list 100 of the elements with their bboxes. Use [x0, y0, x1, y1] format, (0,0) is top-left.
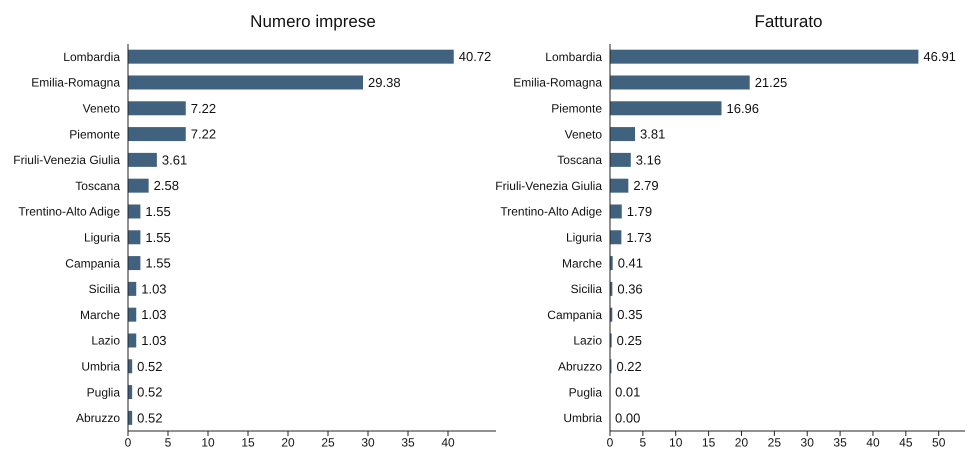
bar — [128, 127, 186, 142]
y-tick-label: Liguria — [566, 230, 602, 244]
bar — [128, 178, 149, 193]
x-tick-label: 20 — [734, 436, 748, 450]
data-label: 0.01 — [615, 384, 640, 400]
data-label: 1.55 — [145, 230, 171, 245]
x-tick-label: 45 — [899, 436, 913, 450]
bar — [128, 282, 136, 296]
bar — [128, 230, 140, 244]
x-tick-label: 25 — [321, 436, 335, 450]
y-tick-label: Emilia-Romagna — [31, 76, 120, 90]
x-tick-label: 30 — [800, 436, 814, 450]
y-tick-label: Friuli-Venezia Giulia — [495, 178, 602, 193]
bar — [610, 75, 750, 90]
data-label: 0.22 — [616, 358, 642, 374]
x-tick-label: 35 — [401, 436, 415, 450]
data-label: 0.25 — [616, 332, 642, 348]
y-tick-label: Veneto — [564, 127, 602, 142]
bar — [128, 101, 186, 116]
data-label: 7.22 — [190, 126, 216, 142]
y-tick-label: Puglia — [86, 385, 120, 400]
x-tick-label: 20 — [281, 436, 295, 450]
data-label: 1.03 — [141, 281, 167, 296]
x-tick-label: 15 — [241, 436, 255, 450]
y-tick-label: Toscana — [75, 178, 120, 193]
bar — [610, 101, 722, 116]
x-tick-label: 0 — [606, 436, 614, 450]
y-tick-label: Abruzzo — [558, 360, 602, 374]
y-tick-label: Abruzzo — [76, 411, 120, 426]
x-tick-label: 0 — [124, 436, 132, 450]
data-label: 7.22 — [190, 100, 216, 116]
x-tick-label: 10 — [201, 436, 215, 450]
data-label: 21.25 — [754, 74, 788, 90]
bar — [610, 178, 628, 193]
data-label: 2.79 — [633, 178, 659, 194]
y-tick-label: Emilia-Romagna — [513, 76, 602, 90]
bar — [128, 50, 454, 64]
y-tick-label: Campania — [547, 308, 602, 322]
x-tick-label: 35 — [833, 436, 848, 450]
data-label: 0.41 — [618, 256, 644, 271]
bar — [128, 152, 157, 167]
bar — [610, 127, 636, 142]
bar — [128, 308, 136, 322]
x-tick-label: 30 — [361, 436, 375, 450]
x-tick-label: 15 — [702, 436, 716, 450]
bar — [610, 204, 622, 218]
x-tick-label: 50 — [932, 436, 946, 450]
data-label: 1.03 — [141, 332, 167, 348]
y-tick-label: Umbria — [563, 411, 602, 426]
y-tick-label: Sicilia — [570, 282, 602, 296]
y-tick-label: Liguria — [84, 230, 120, 244]
bar — [128, 75, 364, 90]
data-label: 1.55 — [145, 256, 171, 271]
x-tick-label: 10 — [669, 436, 683, 450]
data-label: 40.72 — [458, 49, 492, 64]
y-tick-label: Lombardia — [63, 50, 120, 64]
data-label: 1.03 — [141, 307, 167, 322]
data-label: 0.52 — [137, 358, 162, 374]
bar — [610, 50, 918, 64]
bar — [128, 333, 136, 348]
bar — [610, 152, 631, 167]
y-tick-label: Marche — [562, 256, 602, 270]
data-label: 1.73 — [626, 230, 652, 245]
y-tick-label: Friuli-Venezia Giulia — [13, 153, 120, 168]
x-tick-label: 25 — [768, 436, 782, 450]
data-label: 3.16 — [636, 152, 662, 168]
x-tick-label: 40 — [441, 436, 455, 450]
y-tick-label: Piemonte — [69, 127, 120, 142]
x-tick-label: 40 — [866, 436, 880, 450]
bar — [610, 230, 622, 244]
data-label: 0.52 — [137, 384, 162, 400]
chart-title: Numero imprese — [249, 12, 377, 32]
x-tick-label: 5 — [164, 436, 172, 450]
y-tick-label: Veneto — [82, 102, 120, 116]
data-label: 0.35 — [617, 307, 643, 322]
data-label: 2.58 — [154, 178, 179, 194]
y-tick-label: Piemonte — [551, 102, 602, 116]
y-tick-label: Lombardia — [545, 50, 602, 64]
bar — [128, 256, 140, 270]
data-label: 46.91 — [923, 49, 956, 64]
y-tick-label: Lazio — [573, 334, 602, 348]
y-tick-label: Campania — [65, 256, 120, 270]
chart-title: Fatturato — [753, 12, 824, 32]
data-label: 0.00 — [615, 410, 640, 426]
y-tick-label: Trentino-Alto Adige — [18, 204, 120, 219]
y-tick-label: Umbria — [81, 360, 120, 374]
y-tick-label: Sicilia — [88, 282, 120, 296]
data-label: 0.36 — [617, 281, 643, 296]
data-label: 29.38 — [368, 74, 401, 90]
data-label: 1.79 — [626, 204, 652, 219]
bar — [128, 204, 140, 218]
y-tick-label: Trentino-Alto Adige — [500, 204, 602, 219]
data-label: 16.96 — [726, 100, 760, 116]
x-tick-label: 5 — [640, 436, 647, 450]
y-tick-label: Lazio — [91, 334, 120, 348]
data-label: 3.81 — [640, 126, 666, 142]
data-label: 1.55 — [145, 204, 171, 219]
y-tick-label: Toscana — [557, 153, 602, 168]
y-tick-label: Marche — [80, 308, 120, 322]
y-tick-label: Puglia — [568, 385, 602, 400]
